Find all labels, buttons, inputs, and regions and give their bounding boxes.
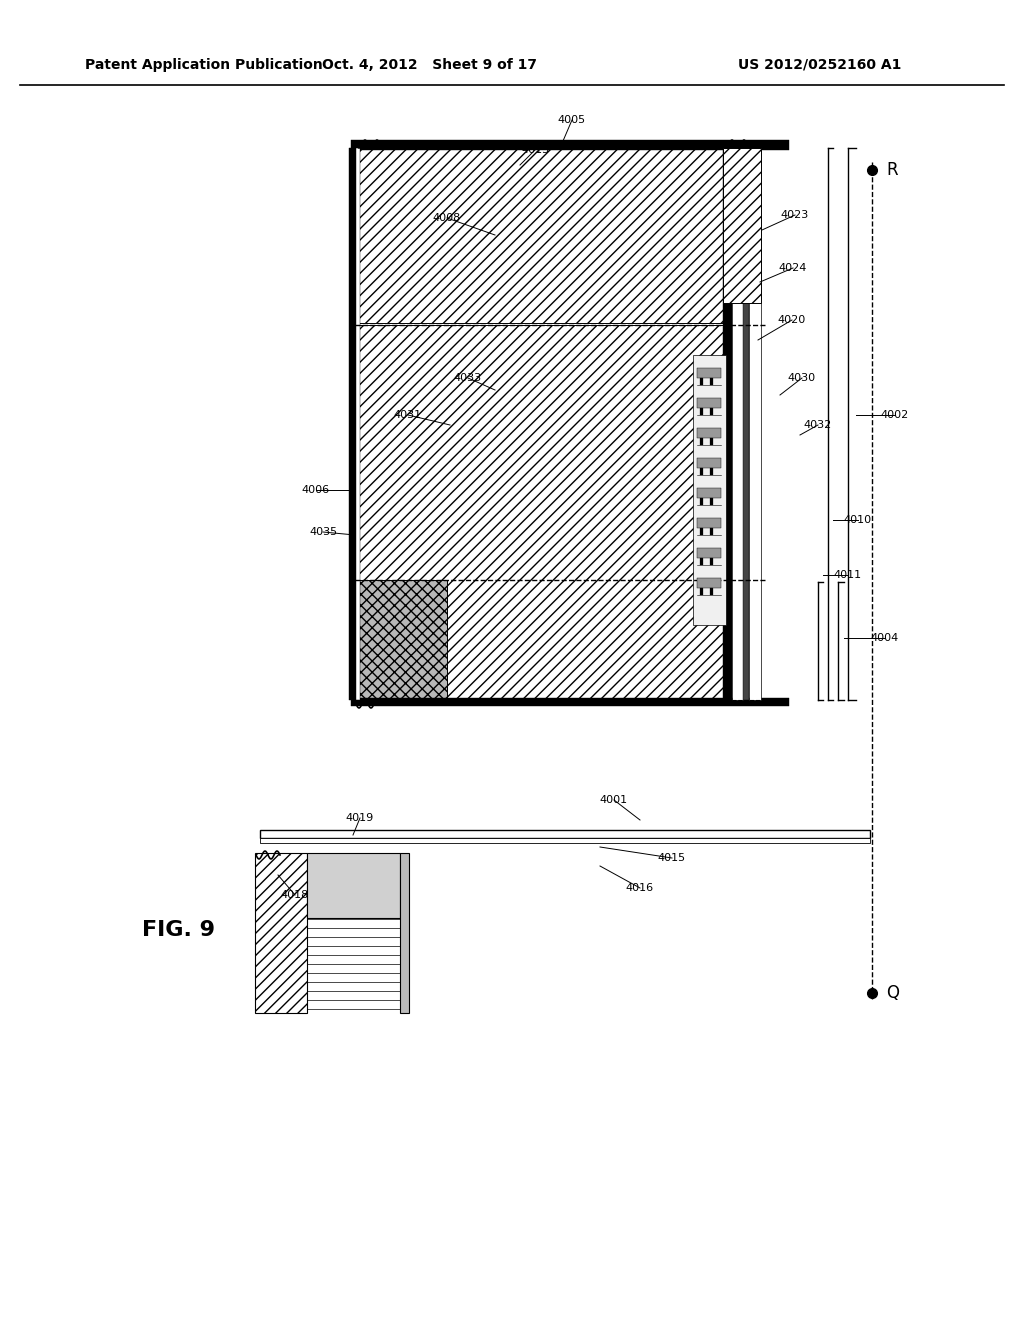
Bar — [700, 438, 703, 445]
Bar — [697, 578, 721, 587]
Bar — [355, 148, 723, 323]
Bar — [697, 548, 721, 558]
Text: Q: Q — [886, 983, 899, 1002]
Bar — [710, 408, 713, 414]
Bar — [697, 517, 721, 528]
Bar — [710, 587, 713, 595]
Text: 4002: 4002 — [881, 411, 909, 420]
Text: 4035: 4035 — [309, 527, 337, 537]
Text: Patent Application Publication: Patent Application Publication — [85, 58, 323, 73]
Bar — [732, 148, 743, 700]
Bar — [700, 498, 703, 506]
Text: 4013: 4013 — [521, 145, 549, 154]
Text: 4010: 4010 — [844, 515, 872, 525]
Text: 4024: 4024 — [779, 263, 807, 273]
Bar — [700, 408, 703, 414]
Text: FIG. 9: FIG. 9 — [141, 920, 214, 940]
Text: 4006: 4006 — [302, 484, 330, 495]
Bar — [710, 558, 713, 565]
Bar — [351, 698, 790, 706]
Text: 4005: 4005 — [558, 115, 586, 125]
Text: 4031: 4031 — [394, 411, 422, 420]
Bar — [700, 528, 703, 535]
Bar — [697, 458, 721, 469]
Bar — [400, 853, 409, 1012]
Text: 4015: 4015 — [658, 853, 686, 863]
Text: 4030: 4030 — [787, 374, 816, 383]
Bar — [710, 498, 713, 506]
Text: 4001: 4001 — [600, 795, 628, 805]
Bar — [697, 368, 721, 378]
Bar — [351, 140, 790, 150]
Bar — [700, 469, 703, 475]
Text: 4018: 4018 — [281, 890, 309, 900]
Bar — [710, 469, 713, 475]
Text: 4016: 4016 — [626, 883, 654, 894]
Text: 4008: 4008 — [433, 213, 461, 223]
Text: 4033: 4033 — [454, 374, 482, 383]
Bar — [697, 488, 721, 498]
Text: 4020: 4020 — [778, 315, 806, 325]
Bar — [260, 830, 870, 838]
Bar — [356, 148, 360, 700]
Bar — [743, 148, 749, 700]
Bar — [307, 853, 400, 917]
Text: Oct. 4, 2012   Sheet 9 of 17: Oct. 4, 2012 Sheet 9 of 17 — [323, 58, 538, 73]
Bar — [710, 438, 713, 445]
Bar — [723, 148, 732, 700]
Bar — [349, 148, 356, 700]
Bar — [700, 587, 703, 595]
Bar — [255, 853, 307, 1012]
Bar — [697, 399, 721, 408]
Bar — [723, 148, 761, 304]
Bar — [355, 579, 447, 700]
Text: 4011: 4011 — [834, 570, 862, 579]
Text: R: R — [886, 161, 898, 180]
Bar — [355, 325, 723, 700]
Bar — [700, 558, 703, 565]
Bar — [693, 355, 726, 624]
Text: 4019: 4019 — [346, 813, 374, 822]
Bar — [749, 148, 761, 700]
Text: 4023: 4023 — [781, 210, 809, 220]
Bar — [700, 378, 703, 385]
Text: 4004: 4004 — [870, 634, 899, 643]
Bar — [697, 428, 721, 438]
Text: US 2012/0252160 A1: US 2012/0252160 A1 — [738, 58, 902, 73]
Bar — [710, 528, 713, 535]
Bar — [260, 838, 870, 843]
Bar — [710, 378, 713, 385]
Text: 4032: 4032 — [804, 420, 833, 430]
